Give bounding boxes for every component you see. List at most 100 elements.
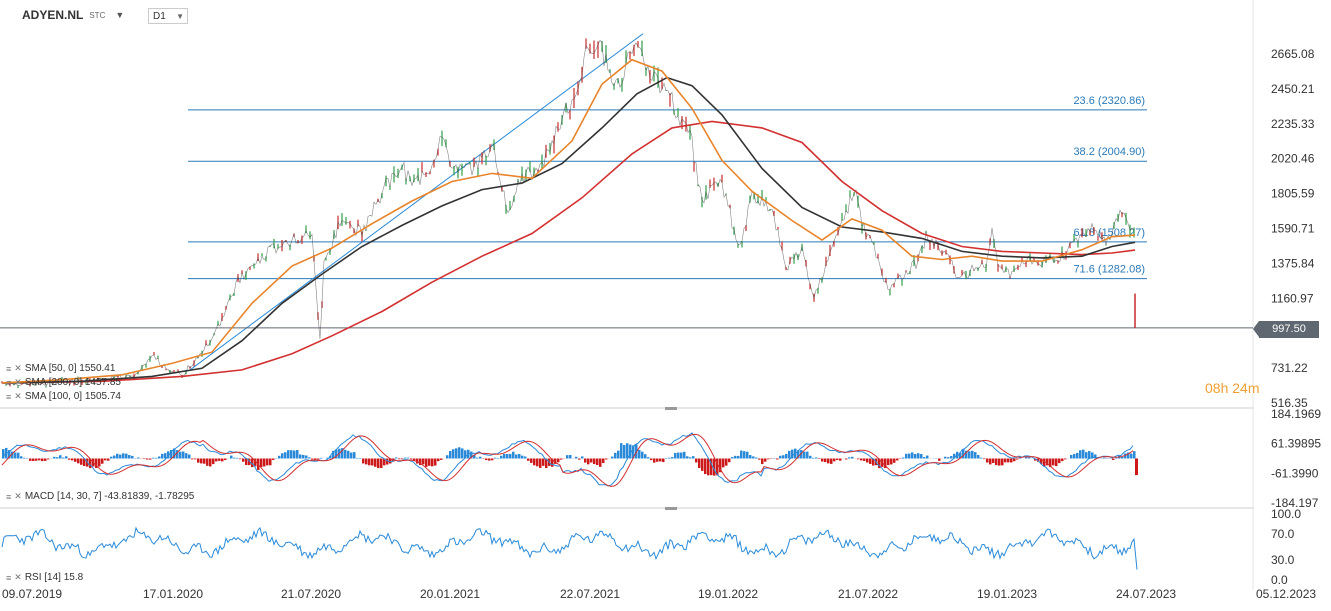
macd-histogram-bar bbox=[692, 456, 695, 459]
macd-histogram-bar bbox=[779, 455, 782, 459]
macd-histogram-bar bbox=[644, 454, 647, 459]
sma100-legend[interactable]: ≡ ✕ SMA [100, 0] 1505.74 bbox=[6, 391, 121, 402]
macd-histogram-bar bbox=[356, 457, 359, 459]
macd-histogram-bar bbox=[659, 458, 662, 462]
menu-icon[interactable]: ≡ bbox=[6, 363, 12, 374]
macd-histogram-bar bbox=[491, 458, 494, 461]
macd-histogram-bar bbox=[308, 457, 311, 459]
macd-histogram-bar bbox=[632, 445, 635, 459]
close-icon[interactable]: ✕ bbox=[14, 377, 22, 387]
macd-histogram-bar bbox=[743, 451, 746, 459]
sma200-legend[interactable]: ≡ ✕ SMA [200, 0] 1457.85 bbox=[6, 377, 121, 388]
sma100-line bbox=[1, 76, 1136, 384]
macd-histogram-bar bbox=[419, 458, 422, 466]
sma50-legend[interactable]: ≡ ✕ SMA [50, 0] 1550.41 bbox=[6, 363, 115, 374]
macd-histogram-bar bbox=[806, 451, 809, 459]
macd-histogram-bar bbox=[95, 458, 98, 469]
macd-histogram-bar bbox=[1037, 458, 1040, 462]
symbol-name: ADYEN.NL bbox=[22, 8, 84, 22]
rsi-legend[interactable]: ≡ ✕ RSI [14] 15.8 bbox=[6, 572, 83, 583]
macd-legend[interactable]: ≡ ✕ MACD [14, 30, 7] -43.81839, -1.78295 bbox=[6, 491, 194, 502]
macd-histogram-bar bbox=[41, 458, 44, 462]
macd-histogram-bar bbox=[524, 456, 527, 459]
macd-histogram-bar bbox=[695, 458, 698, 463]
macd-histogram-bar bbox=[557, 458, 560, 463]
symbol-selector[interactable]: ADYEN.NL STC ▼ bbox=[22, 8, 124, 22]
fib-level-label: 23.6 (2320.86) bbox=[1073, 95, 1145, 107]
macd-histogram-bar bbox=[653, 458, 656, 463]
macd-tick-label: 184.1969 bbox=[1271, 407, 1321, 421]
macd-tick-label: -184.197 bbox=[1271, 496, 1319, 510]
macd-histogram-bar bbox=[1073, 453, 1076, 459]
date-tick-label: 21.07.2020 bbox=[281, 587, 341, 601]
menu-icon[interactable]: ≡ bbox=[6, 491, 12, 502]
macd-histogram-bar bbox=[824, 458, 827, 463]
macd-histogram-bar bbox=[596, 458, 599, 466]
macd-histogram-bar bbox=[845, 458, 848, 460]
macd-histogram-bar bbox=[149, 458, 152, 460]
macd-histogram-bar bbox=[179, 451, 182, 459]
macd-histogram-bar bbox=[242, 458, 245, 462]
menu-icon[interactable]: ≡ bbox=[6, 572, 12, 583]
macd-histogram-bar bbox=[368, 458, 371, 466]
macd-histogram-bar bbox=[536, 458, 539, 467]
macd-histogram-bar bbox=[266, 458, 269, 466]
macd-histogram-bar bbox=[866, 458, 869, 463]
macd-histogram-bar bbox=[2, 448, 5, 459]
timeframe-select[interactable]: D1 ▼ bbox=[148, 8, 188, 24]
macd-histogram-bar bbox=[143, 458, 146, 460]
menu-icon[interactable]: ≡ bbox=[6, 377, 12, 388]
macd-histogram-bar bbox=[68, 458, 71, 460]
macd-histogram-bar bbox=[20, 456, 23, 459]
macd-histogram-bar bbox=[155, 457, 158, 459]
macd-histogram-bar bbox=[761, 458, 764, 465]
macd-histogram-bar bbox=[959, 452, 962, 459]
macd-histogram-bar bbox=[212, 458, 215, 465]
close-icon[interactable]: ✕ bbox=[14, 491, 22, 501]
macd-histogram-bar bbox=[560, 458, 563, 460]
macd-histogram-bar bbox=[587, 458, 590, 465]
macd-histogram-bar bbox=[722, 458, 725, 468]
macd-histogram-bar bbox=[533, 458, 536, 466]
macd-histogram-bar bbox=[1013, 458, 1016, 462]
macd-histogram-bar bbox=[650, 458, 653, 461]
date-tick-label: 20.01.2021 bbox=[420, 587, 480, 601]
macd-histogram-bar bbox=[992, 458, 995, 464]
macd-histogram-bar bbox=[164, 453, 167, 459]
rsi-label: RSI [14] 15.8 bbox=[24, 572, 84, 583]
menu-icon[interactable]: ≡ bbox=[6, 391, 12, 402]
macd-histogram-bar bbox=[707, 458, 710, 476]
macd-histogram-bar bbox=[1079, 450, 1082, 459]
macd-histogram-bar bbox=[1001, 458, 1004, 466]
macd-histogram-bar bbox=[965, 450, 968, 459]
close-icon[interactable]: ✕ bbox=[14, 363, 22, 373]
macd-histogram-bar bbox=[458, 447, 461, 459]
macd-histogram-bar bbox=[728, 458, 731, 463]
date-tick-label: 19.01.2022 bbox=[698, 587, 758, 601]
macd-histogram-bar bbox=[71, 458, 74, 461]
close-icon[interactable]: ✕ bbox=[14, 391, 22, 401]
macd-histogram-bar bbox=[605, 458, 608, 460]
macd-histogram-bar bbox=[161, 453, 164, 459]
date-tick-label: 05.12.2023 bbox=[1256, 587, 1316, 601]
macd-histogram-bar bbox=[986, 458, 989, 463]
macd-histogram-bar bbox=[1115, 457, 1118, 459]
macd-histogram-bar bbox=[1025, 456, 1028, 459]
date-tick-label: 17.01.2020 bbox=[143, 587, 203, 601]
macd-histogram-bar bbox=[872, 458, 875, 466]
macd-histogram-bar bbox=[887, 458, 890, 466]
macd-histogram-bar bbox=[1112, 458, 1115, 460]
macd-histogram-bar bbox=[125, 453, 128, 459]
macd-histogram-bar bbox=[413, 458, 416, 461]
macd-histogram-bar bbox=[137, 457, 140, 459]
macd-histogram-bar bbox=[539, 458, 542, 468]
macd-histogram-bar bbox=[857, 458, 860, 460]
macd-histogram-bar bbox=[422, 458, 425, 465]
macd-histogram-bar bbox=[1055, 458, 1058, 467]
close-icon[interactable]: ✕ bbox=[14, 572, 22, 582]
macd-histogram-bar bbox=[173, 448, 176, 459]
macd-histogram-bar bbox=[305, 455, 308, 459]
price-tick-label: 2665.08 bbox=[1271, 47, 1315, 61]
macd-histogram-bar bbox=[269, 458, 272, 466]
